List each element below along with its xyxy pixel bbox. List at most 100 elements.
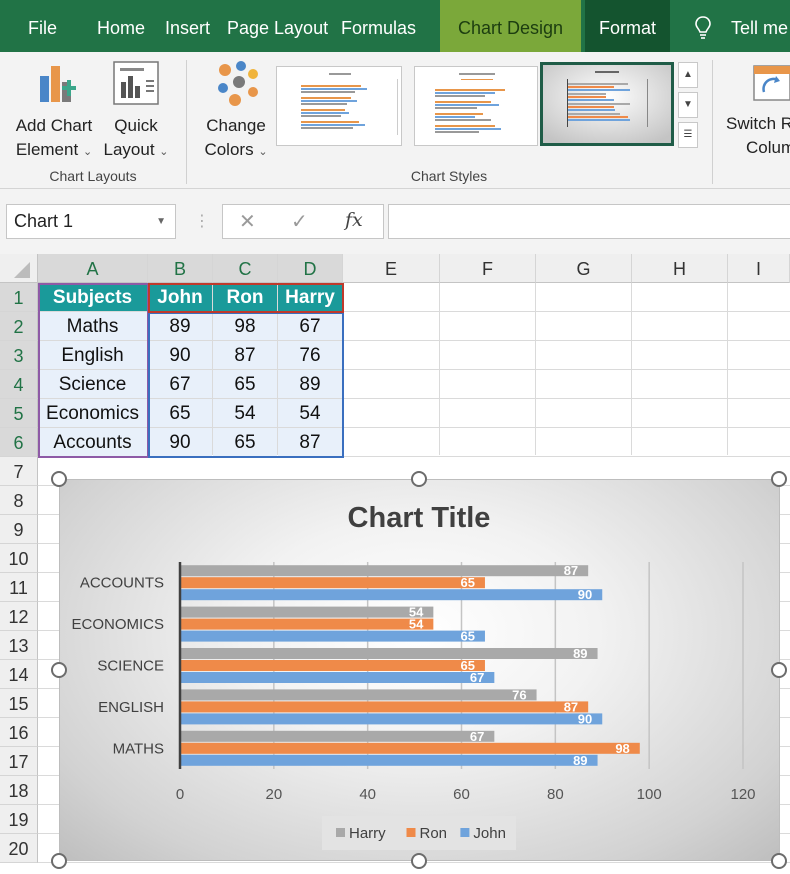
subject-cell[interactable]: Science	[38, 370, 147, 398]
chart-object[interactable]: Chart Title 0 20 40 60 80 100 120 MATHS 67 98 89 ENG…	[59, 479, 780, 861]
chevron-down-icon: ⌄	[159, 146, 169, 158]
header-cell[interactable]: John	[148, 283, 212, 311]
column-header-g[interactable]: G	[536, 254, 632, 283]
insert-function-icon[interactable]: fx	[345, 209, 363, 231]
resize-handle[interactable]	[771, 662, 787, 678]
resize-handle[interactable]	[771, 471, 787, 487]
column-header-d[interactable]: D	[278, 254, 343, 283]
bar-harry	[180, 689, 537, 701]
score-cell[interactable]: 67	[148, 370, 212, 398]
row-header-3[interactable]: 3	[0, 341, 38, 370]
styles-scroll-up-button[interactable]: ▲	[678, 62, 698, 88]
row-header-20[interactable]: 20	[0, 834, 38, 863]
header-cell[interactable]: Harry	[278, 283, 342, 311]
row-header-15[interactable]: 15	[0, 689, 38, 718]
data-label: 54	[409, 617, 424, 632]
row-header-10[interactable]: 10	[0, 544, 38, 573]
score-cell[interactable]: 54	[278, 399, 342, 427]
header-cell[interactable]: Ron	[213, 283, 277, 311]
row-header-13[interactable]: 13	[0, 631, 38, 660]
row-header-11[interactable]: 11	[0, 573, 38, 602]
ribbon-separator	[186, 60, 187, 184]
score-cell[interactable]: 98	[213, 312, 277, 340]
chevron-down-icon[interactable]: ▼	[156, 216, 166, 227]
row-header-7[interactable]: 7	[0, 457, 38, 486]
row-header-6[interactable]: 6	[0, 428, 38, 457]
column-header-c[interactable]: C	[213, 254, 278, 283]
tab-format[interactable]: Format	[585, 0, 671, 52]
tab-insert[interactable]: Insert	[165, 18, 211, 38]
header-cell[interactable]: Subjects	[38, 283, 147, 311]
column-header-a[interactable]: A	[38, 254, 148, 283]
select-all-corner[interactable]	[0, 254, 38, 283]
tab-file[interactable]: File	[28, 18, 58, 38]
add-chart-element-button[interactable]: Add Chart Element ⌄	[8, 60, 100, 164]
row-header-9[interactable]: 9	[0, 515, 38, 544]
styles-scroll-down-button[interactable]: ▼	[678, 92, 698, 118]
score-cell[interactable]: 54	[213, 399, 277, 427]
cancel-icon[interactable]: ✕	[239, 211, 256, 233]
score-cell[interactable]: 87	[278, 428, 342, 456]
subject-cell[interactable]: Economics	[38, 399, 147, 427]
resize-handle[interactable]	[771, 853, 787, 869]
gridline	[38, 456, 790, 457]
resize-handle[interactable]	[51, 853, 67, 869]
formula-input[interactable]	[388, 204, 790, 239]
row-header-4[interactable]: 4	[0, 370, 38, 399]
subject-cell[interactable]: English	[38, 341, 147, 369]
score-cell[interactable]: 90	[148, 341, 212, 369]
score-cell[interactable]: 65	[213, 370, 277, 398]
gridline	[38, 369, 790, 370]
styles-more-button[interactable]: ☰	[678, 122, 698, 148]
quick-layout-button[interactable]: Quick Layout ⌄	[98, 60, 174, 164]
resize-handle[interactable]	[51, 662, 67, 678]
row-header-17[interactable]: 17	[0, 747, 38, 776]
row-header-12[interactable]: 12	[0, 602, 38, 631]
score-cell[interactable]: 87	[213, 341, 277, 369]
score-cell[interactable]: 89	[278, 370, 342, 398]
score-cell[interactable]: 65	[148, 399, 212, 427]
x-tick-label: 0	[176, 786, 184, 803]
category-label: ECONOMICS	[71, 616, 164, 633]
tab-home[interactable]: Home	[97, 18, 146, 38]
chart-style-3-selected[interactable]	[540, 62, 674, 146]
column-header-i[interactable]: I	[728, 254, 790, 283]
column-header-f[interactable]: F	[440, 254, 536, 283]
bar-john	[180, 754, 598, 766]
score-cell[interactable]: 67	[278, 312, 342, 340]
tab-formulas[interactable]: Formulas	[341, 18, 417, 38]
score-cell[interactable]: 89	[148, 312, 212, 340]
row-header-16[interactable]: 16	[0, 718, 38, 747]
column-header-b[interactable]: B	[148, 254, 213, 283]
row-header-5[interactable]: 5	[0, 399, 38, 428]
check-icon[interactable]: ✓	[291, 211, 308, 233]
row-header-19[interactable]: 19	[0, 805, 38, 834]
score-cell[interactable]: 90	[148, 428, 212, 456]
row-header-8[interactable]: 8	[0, 486, 38, 515]
bar-ron	[180, 701, 589, 713]
resize-handle[interactable]	[411, 471, 427, 487]
tell-me-search[interactable]: Tell me	[731, 18, 789, 38]
row-header-14[interactable]: 14	[0, 660, 38, 689]
resize-handle[interactable]	[51, 471, 67, 487]
score-cell[interactable]: 76	[278, 341, 342, 369]
row-header-1[interactable]: 1	[0, 283, 38, 312]
ribbon-tab-bar: File Home Insert Page Layout Formulas Ch…	[0, 0, 790, 52]
change-colors-button[interactable]: Change Colors ⌄	[200, 60, 272, 164]
row-header-2[interactable]: 2	[0, 312, 38, 341]
subject-cell[interactable]: Accounts	[38, 428, 147, 456]
lightbulb-icon[interactable]	[694, 15, 712, 39]
column-header-e[interactable]: E	[343, 254, 440, 283]
category-label: MATHS	[113, 740, 164, 757]
tab-page-layout[interactable]: Page Layout	[227, 18, 329, 38]
resize-handle[interactable]	[411, 853, 427, 869]
name-box[interactable]: Chart 1 ▼	[6, 204, 176, 239]
subject-cell[interactable]: Maths	[38, 312, 147, 340]
switch-row-column-button[interactable]: Switch R Colum	[726, 60, 790, 160]
chart-style-1[interactable]	[276, 66, 402, 146]
tab-chart-design[interactable]: Chart Design	[440, 0, 582, 52]
column-header-h[interactable]: H	[632, 254, 728, 283]
chart-style-2[interactable]	[414, 66, 538, 146]
score-cell[interactable]: 65	[213, 428, 277, 456]
row-header-18[interactable]: 18	[0, 776, 38, 805]
